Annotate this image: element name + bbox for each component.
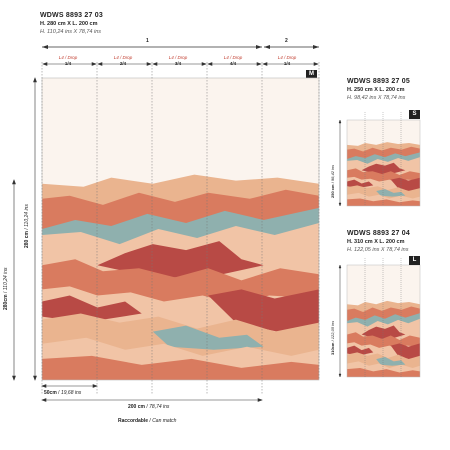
height-total-label: 280cm / 110,24 ins: [3, 267, 9, 310]
main-size-cm: H. 280 cm X L. 200 cm: [40, 21, 98, 27]
small-size-badge: S: [409, 110, 420, 119]
raccord-label: Raccordable / Can match: [118, 418, 177, 424]
drop-label-4: L4 / Drop 4/4: [223, 55, 243, 66]
small-height-label: 250 cm / 98,42 ins: [330, 164, 335, 198]
total-width-label: 200 cm / 78,74 ins: [128, 404, 170, 410]
main-size-in: H. 110,24 ins X 78,74 ins: [40, 29, 102, 35]
large-size-cm: H. 310 cm X L. 200 cm: [347, 239, 405, 245]
drop-label-5: L4 / Drop 1/4: [277, 55, 297, 66]
main-size-badge: M: [306, 70, 317, 79]
height-label: 280 cm / 110,24 ins: [24, 204, 30, 248]
large-size-badge: L: [409, 256, 420, 265]
large-size-in: H. 122,05 ins X 78,74 ins: [347, 247, 409, 253]
drop-width-label: 50cm / 19,68 ins: [44, 390, 82, 396]
large-height-label: 310cm / 122,05 ins: [330, 320, 335, 355]
drop-label-2: L4 / Drop 2/4: [113, 55, 133, 66]
main-product-code: WDWS 8893 27 03: [40, 12, 103, 19]
small-product-code: WDWS 8893 27 05: [347, 78, 410, 85]
small-size-cm: H. 250 cm X L. 200 cm: [347, 87, 405, 93]
drop-label-1: L4 / Drop 1/4: [58, 55, 78, 66]
panel-group-2-label: 2: [285, 38, 288, 44]
small-size-in: H. 98,42 ins X 78,74 ins: [347, 95, 406, 101]
large-product-code: WDWS 8893 27 04: [347, 230, 410, 237]
panel-group-1-label: 1: [146, 38, 149, 44]
drop-label-3: L4 / Drop 3/4: [168, 55, 188, 66]
